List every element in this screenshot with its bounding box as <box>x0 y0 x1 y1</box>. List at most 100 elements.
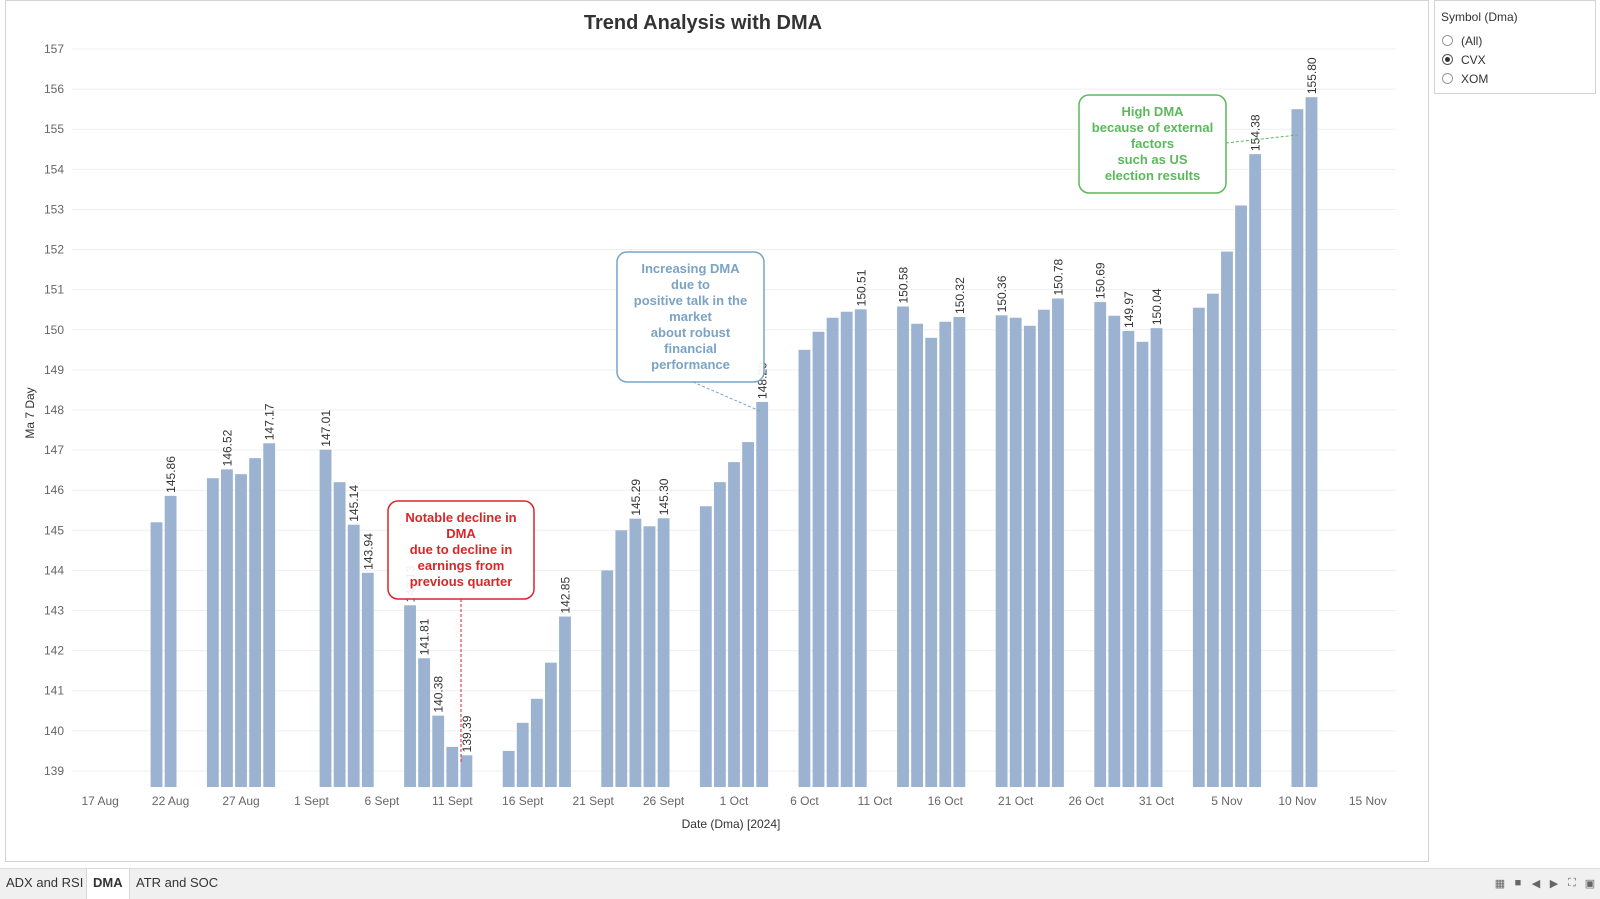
x-tick-label: 17 Aug <box>81 794 118 808</box>
filter-option-all[interactable]: (All) <box>1435 31 1595 50</box>
bar <box>1221 251 1233 787</box>
y-tick-label: 141 <box>44 684 64 698</box>
bar <box>559 616 571 787</box>
annotation-text: due to <box>671 277 710 292</box>
bar <box>995 315 1008 787</box>
grid-view-icon[interactable]: ▦ <box>1494 878 1506 890</box>
y-tick-label: 147 <box>44 443 64 457</box>
bar <box>249 458 262 787</box>
bar <box>1150 328 1163 787</box>
bar <box>854 309 867 787</box>
fullscreen-icon[interactable]: ⛶ <box>1568 877 1576 889</box>
y-tick-label: 148 <box>44 403 64 417</box>
x-tick-label: 16 Oct <box>928 794 964 808</box>
y-tick-label: 151 <box>44 283 64 297</box>
bar <box>446 746 459 787</box>
bar-data-label: 145.14 <box>347 485 361 522</box>
tab-adx-and-rsi[interactable]: ADX and RSI <box>6 875 84 890</box>
prev-sheet-icon[interactable]: ◀ <box>1531 878 1541 890</box>
radio-icon[interactable] <box>1442 73 1453 84</box>
annotation-text: due to decline in <box>410 542 513 557</box>
filter-option-label: CVX <box>1461 52 1486 67</box>
bar-data-label: 154.38 <box>1249 114 1263 151</box>
bar <box>1023 325 1036 787</box>
bar <box>164 495 177 787</box>
bar-data-label: 150.36 <box>995 275 1009 312</box>
y-tick-label: 150 <box>44 323 64 337</box>
bar <box>1192 307 1205 787</box>
chart-title: Trend Analysis with DMA <box>584 12 822 34</box>
bar <box>728 462 740 787</box>
y-tick-label: 152 <box>44 243 64 257</box>
bar <box>1249 154 1262 788</box>
bar-data-label: 147.01 <box>319 410 333 447</box>
bar <box>150 522 163 787</box>
bar <box>742 442 755 787</box>
annotation-text: factors <box>1131 136 1174 151</box>
annotation-text: Increasing DMA <box>641 261 740 276</box>
annotation-text: about robust <box>651 325 731 340</box>
bar-data-label: 140.38 <box>432 676 446 713</box>
annotation-box <box>616 251 765 383</box>
bar <box>826 317 839 787</box>
filter-option-cvx[interactable]: CVX <box>1435 50 1595 69</box>
bar <box>1122 330 1135 787</box>
bar <box>333 482 346 787</box>
bar <box>1052 298 1064 787</box>
x-tick-label: 15 Nov <box>1349 794 1387 808</box>
bar <box>418 658 431 787</box>
x-tick-label: 6 Oct <box>790 794 819 808</box>
x-tick-label: 1 Oct <box>720 794 749 808</box>
bar-data-label: 150.69 <box>1094 262 1108 299</box>
annotation-text: such as US <box>1117 152 1187 167</box>
bar <box>1009 317 1022 787</box>
bar <box>713 482 726 787</box>
x-tick-label: 31 Oct <box>1139 794 1175 808</box>
bar <box>263 443 276 787</box>
single-view-icon[interactable]: ■ <box>1514 877 1522 889</box>
bar-data-label: 147.17 <box>263 403 277 440</box>
y-tick-label: 143 <box>44 604 64 618</box>
annotation-text: because of external <box>1092 120 1213 135</box>
annotation-text: performance <box>651 357 730 372</box>
bar-data-label: 145.29 <box>629 479 643 516</box>
next-sheet-icon[interactable]: ▶ <box>1549 878 1559 890</box>
x-tick-label: 1 Sept <box>294 794 329 808</box>
annotation-text: High DMA <box>1121 104 1184 119</box>
bar <box>1305 97 1318 788</box>
tab-atr-and-soc[interactable]: ATR and SOC <box>136 875 219 890</box>
tab-dma[interactable]: DMA <box>86 869 130 899</box>
y-tick-label: 153 <box>44 202 64 216</box>
annotation-box <box>387 500 535 600</box>
symbol-filter-panel: Symbol (Dma) (All) CVX XOM <box>1434 0 1596 94</box>
dma-bar-chart: Trend Analysis with DMA 139 140 141 142 143 14… <box>23 12 1396 831</box>
bar-data-label: 143.94 <box>361 533 375 570</box>
bar <box>798 349 811 787</box>
y-tick-label: 139 <box>44 764 64 778</box>
x-tick-label: 27 Aug <box>222 794 259 808</box>
radio-icon[interactable] <box>1442 35 1453 46</box>
x-tick-label: 10 Nov <box>1278 794 1316 808</box>
bar <box>925 337 938 787</box>
annotation-connector <box>1225 134 1298 144</box>
bar-data-label: 150.04 <box>1150 288 1164 325</box>
present-icon[interactable]: ▣ <box>1584 878 1596 890</box>
chart-panel: Trend Analysis with DMA 139 140 141 142 143 14… <box>5 0 1429 862</box>
radio-icon[interactable] <box>1442 54 1453 65</box>
bar-data-label: 139.39 <box>460 715 474 752</box>
annotation-box <box>1078 94 1227 194</box>
filter-option-xom[interactable]: XOM <box>1435 69 1595 88</box>
x-tick-label: 22 Aug <box>152 794 189 808</box>
annotation-text: positive talk in the <box>634 293 747 308</box>
bar-data-label: 155.80 <box>1305 57 1319 94</box>
bar <box>1136 341 1149 787</box>
bar-data-label: 149.97 <box>1122 291 1136 328</box>
x-axis-label: Date (Dma) [2024] <box>682 817 781 831</box>
sheet-tab-bar: ADX and RSI DMA ATR and SOC ▦ ■ ◀ ▶ ⛶ ▣ <box>0 868 1600 899</box>
bar <box>601 570 614 787</box>
bar <box>629 518 642 787</box>
bar <box>643 526 656 787</box>
x-tick-label: 26 Sept <box>643 794 685 808</box>
bar <box>911 323 924 787</box>
